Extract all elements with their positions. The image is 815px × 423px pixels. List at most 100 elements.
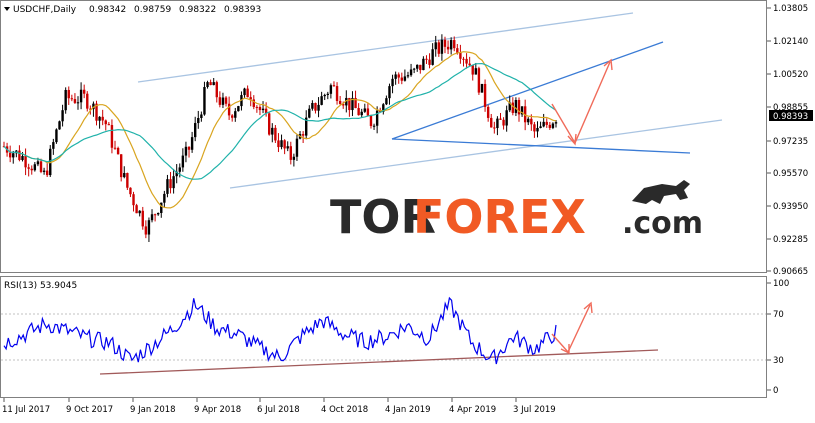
candle-body [52, 142, 55, 149]
price-tick: 0.95570 [773, 169, 808, 179]
candle-body [502, 119, 505, 126]
candle-body [286, 146, 289, 149]
ohlc-close: 0.98393 [224, 5, 261, 15]
candle-body [301, 134, 305, 136]
candle-body [163, 193, 166, 203]
candle-body [357, 108, 360, 116]
price-panel-frame [0, 0, 767, 273]
candle-body [132, 194, 135, 206]
candle-body [280, 140, 283, 148]
candle-body [542, 121, 545, 127]
candle-body [92, 103, 95, 110]
candle-body [178, 167, 181, 172]
candle-body [499, 118, 502, 120]
candle-body [409, 69, 413, 76]
candle-body [231, 115, 234, 118]
candle-body [400, 77, 404, 81]
candle-body [292, 156, 296, 160]
candle-body [104, 120, 107, 125]
candle-body [147, 220, 151, 235]
candle-body [514, 99, 518, 113]
candle-body [116, 147, 120, 155]
candle-body [45, 170, 49, 176]
candle-body [237, 106, 240, 112]
candle-body [533, 124, 536, 132]
time-tick: 6 Jul 2018 [257, 405, 300, 415]
rsi-arrowhead-down [560, 344, 570, 355]
candle-body [129, 187, 132, 195]
candle-body [283, 140, 286, 149]
header-menu-icon[interactable] [4, 7, 10, 11]
support-trend-line[interactable] [391, 138, 691, 154]
time-axis: 11 Jul 2017 9 Oct 2017 9 Jan 2018 9 Apr … [2, 398, 556, 415]
rsi-trend-line[interactable] [99, 349, 659, 375]
candle-body [268, 113, 271, 135]
upper-channel-line[interactable] [137, 12, 634, 83]
candle-body [12, 153, 15, 158]
ma-fast-line [16, 51, 557, 209]
time-tick: 9 Jan 2018 [130, 405, 176, 415]
price-tick: 0.92285 [773, 235, 808, 245]
candle-body [101, 116, 104, 121]
candle-body [30, 168, 33, 171]
candle-body [249, 97, 252, 100]
candle-body [388, 86, 391, 99]
candle-body [135, 205, 138, 214]
candle-body [449, 40, 453, 50]
candle-body [490, 117, 493, 128]
candle-body [24, 155, 27, 168]
candle-body [234, 111, 237, 118]
candle-body [243, 88, 246, 96]
candle-body [119, 154, 123, 178]
rsi-tick: 0 [773, 386, 778, 396]
candle-body [434, 42, 437, 50]
candle-body [505, 110, 508, 126]
candle-body [539, 126, 542, 128]
price-tick: 1.03805 [773, 4, 808, 14]
candle-body [138, 210, 141, 214]
candle-body [218, 97, 222, 105]
candle-body [431, 49, 434, 65]
rising-trend-line[interactable] [391, 41, 664, 140]
candle-body [169, 179, 172, 189]
candle-body [332, 85, 336, 87]
candle-body [477, 68, 481, 93]
candle-body [440, 39, 444, 54]
candle-body [527, 118, 530, 123]
candle-body [8, 152, 12, 158]
candle-body [351, 97, 354, 111]
watermark-prefix: TOR [330, 190, 436, 244]
candle-body [39, 161, 43, 172]
candle-body [508, 102, 511, 111]
candle-body [523, 106, 527, 123]
candle-body [493, 127, 496, 129]
ohlc-low: 0.98322 [179, 5, 216, 15]
time-tick: 4 Jan 2019 [385, 405, 431, 415]
candle-body [21, 155, 24, 161]
candle-body [363, 108, 367, 112]
candle-body [82, 89, 86, 94]
candle-body [369, 115, 373, 126]
candle-body [86, 93, 89, 109]
candle-body [261, 108, 265, 111]
rsi-forecast-arrows [551, 301, 593, 355]
candles [2, 34, 558, 242]
candle-body [416, 64, 419, 69]
candle-body [536, 127, 539, 132]
candle-body [33, 164, 37, 171]
price-tick: 1.00520 [773, 70, 808, 80]
candle-body [372, 125, 376, 127]
rsi-tick: 70 [773, 310, 784, 320]
candle-body [110, 125, 114, 148]
candle-body [394, 74, 397, 79]
candle-body [190, 137, 194, 150]
time-tick: 9 Apr 2018 [194, 405, 241, 415]
chart-header: USDCHF,Daily 0.98342 0.98759 0.98322 0.9… [4, 5, 261, 15]
candle-body [187, 146, 191, 150]
candle-body [311, 103, 314, 109]
candle-body [274, 127, 277, 141]
candle-body [27, 167, 30, 169]
lower-channel-line[interactable] [229, 119, 723, 189]
candle-body [483, 83, 487, 107]
